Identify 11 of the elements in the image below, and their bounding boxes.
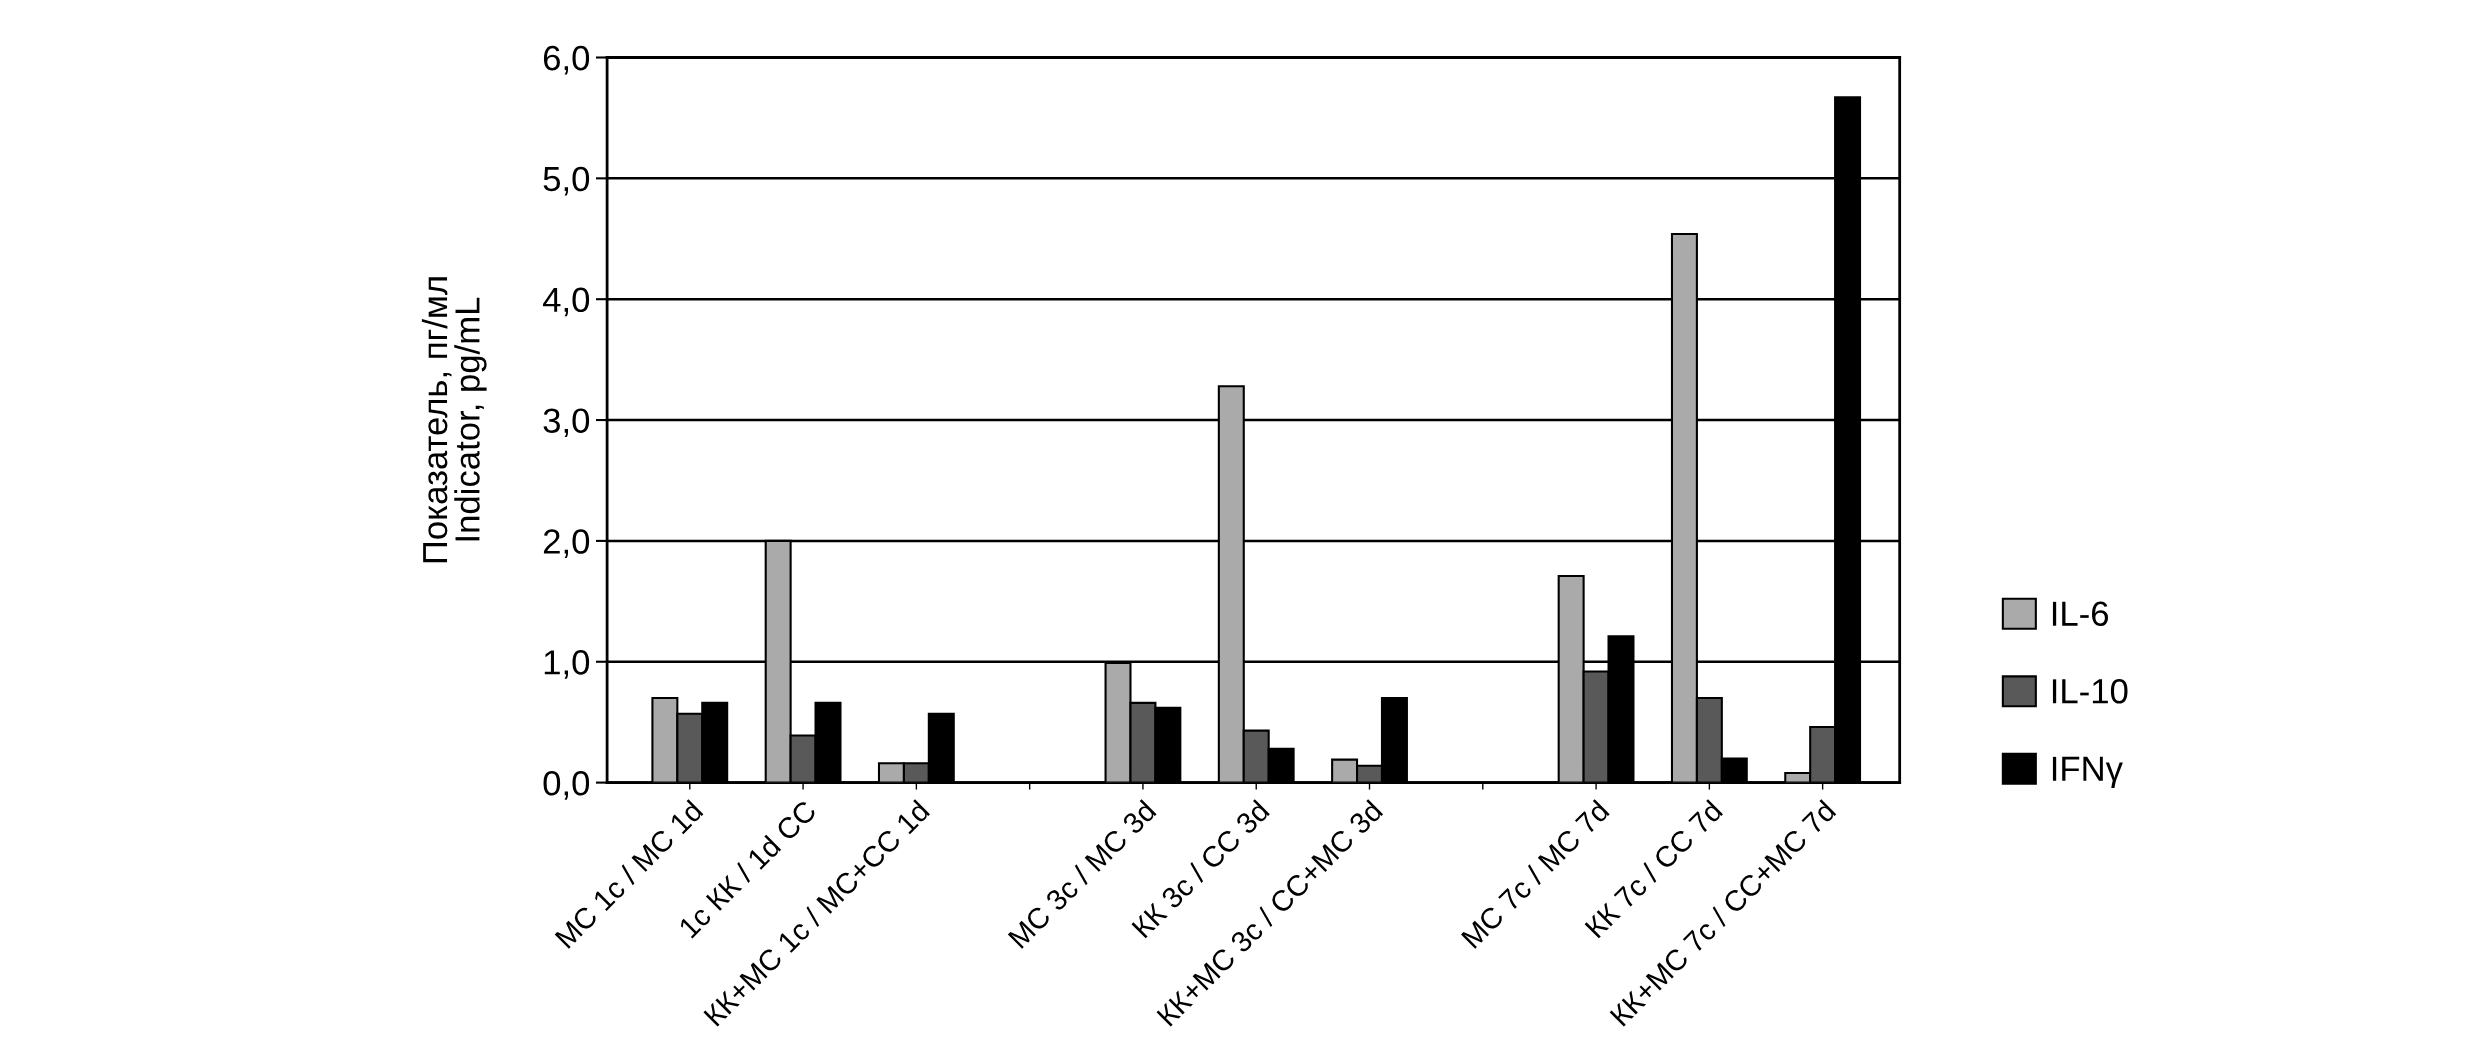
y-tick-label: 0,0	[543, 770, 590, 800]
y-tick-label: 1,0	[544, 650, 590, 679]
legend-label: IL-10	[2052, 679, 2128, 704]
y-tick-label: 2,0	[543, 529, 590, 558]
legend-label: IFNγ	[2052, 756, 2123, 788]
y-tick-label: 6,0	[543, 45, 590, 75]
y-tick-label: 3,0	[543, 408, 590, 438]
y-axis-title: Показатель, пг/мл Indicator, pg/mL	[421, 277, 487, 563]
y-tick-label: 4,0	[542, 287, 590, 317]
legend-label: IL-6	[2052, 601, 2109, 627]
y-tick-label: 5,0	[543, 166, 590, 196]
